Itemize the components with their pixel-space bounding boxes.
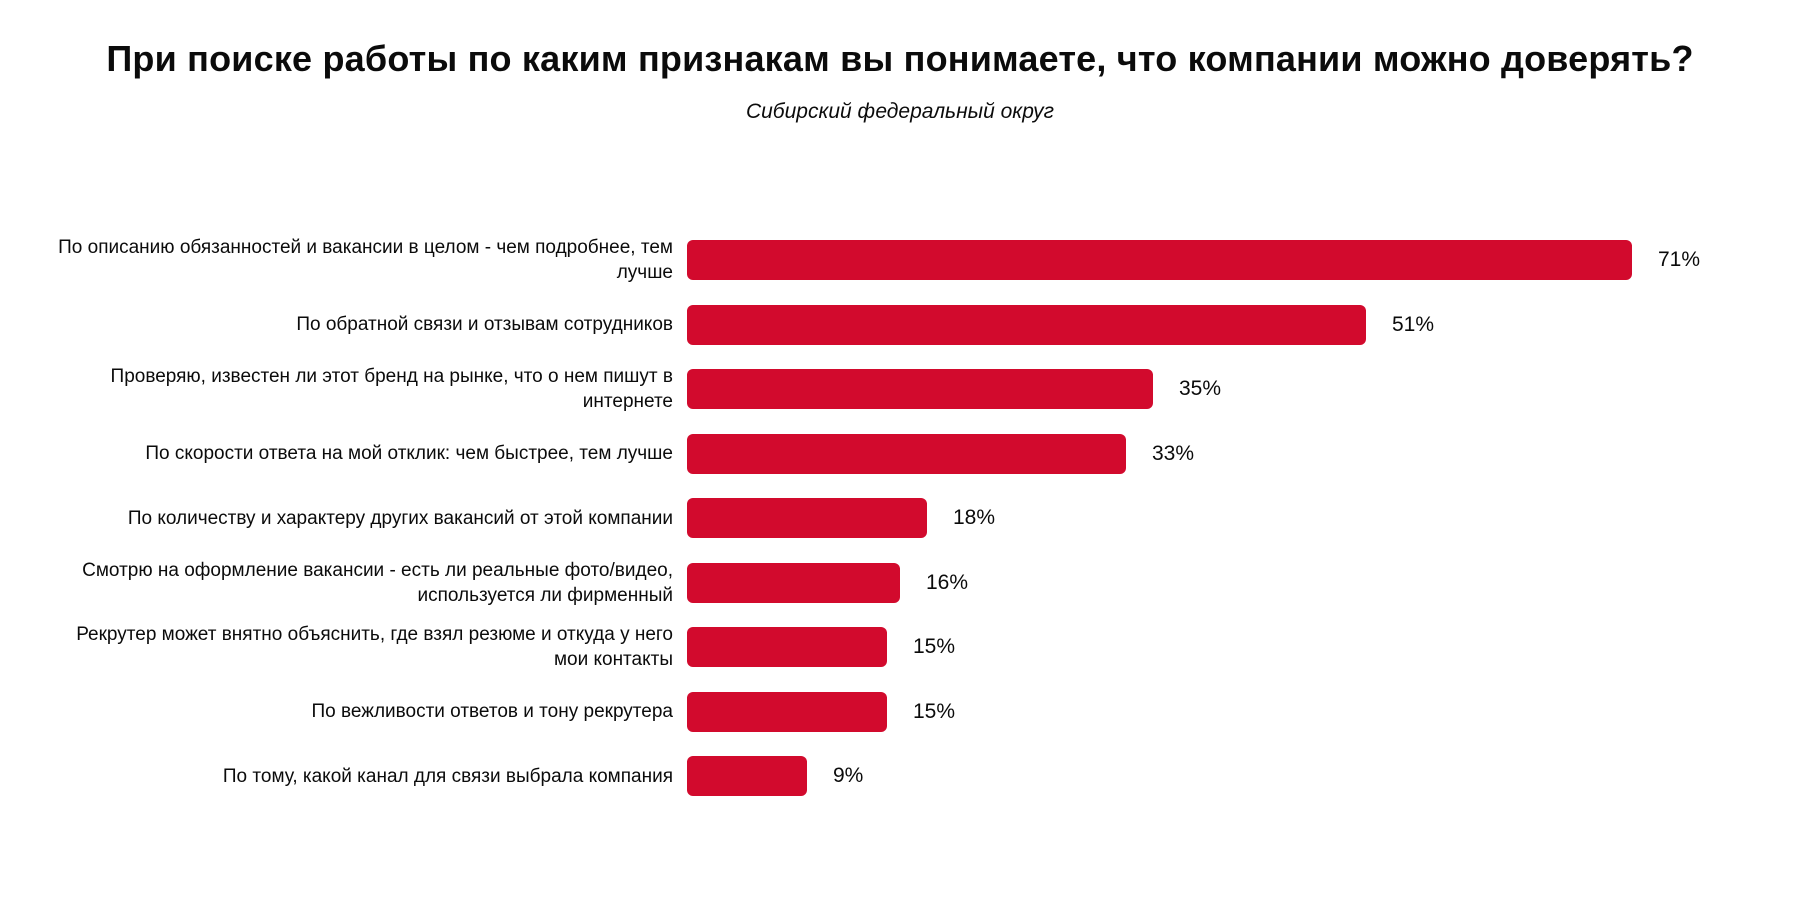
bar-label: По вежливости ответов и тону рекрутера (311, 701, 674, 723)
bar-area: 51% (687, 304, 1763, 345)
bar-row: По вежливости ответов и тону рекрутера 1… (43, 680, 1763, 745)
bar-value: 15% (913, 635, 956, 659)
bar (687, 240, 1632, 281)
bar-row: По количеству и характеру других ваканси… (43, 486, 1763, 551)
bar-label: Проверяю, известен ли этот бренд на рынк… (110, 366, 673, 413)
bar-value: 51% (1392, 312, 1435, 336)
bar-value: 18% (953, 506, 996, 530)
bar-label: Смотрю на оформление вакансии - есть ли … (82, 559, 673, 606)
bar-row: Смотрю на оформление вакансии - есть ли … (43, 551, 1763, 616)
bar-area: 16% (687, 562, 1763, 603)
bar-area: 35% (687, 369, 1763, 410)
bar-value: 9% (833, 764, 864, 788)
bar-area: 33% (687, 433, 1763, 474)
bar-area: 18% (687, 498, 1763, 539)
bar (687, 627, 887, 668)
bar (687, 304, 1366, 345)
bar-label: По обратной связи и отзывам сотрудников (296, 314, 673, 336)
bar-label: По тому, какой канал для связи выбрала к… (222, 765, 673, 787)
bar-row: Проверяю, известен ли этот бренд на рынк… (43, 357, 1763, 422)
bar-area: 15% (687, 691, 1763, 732)
bar (687, 562, 900, 603)
bar-value: 33% (1152, 441, 1195, 465)
bar-row: По тому, какой канал для связи выбрала к… (43, 744, 1763, 809)
bar-row: По описанию обязанностей и вакансии в це… (43, 228, 1763, 293)
bar-row: Рекрутер может внятно объяснить, где взя… (43, 615, 1763, 680)
bar-value: 16% (926, 570, 969, 594)
bar-label: По количеству и характеру других ваканси… (127, 507, 673, 529)
bar (687, 756, 807, 797)
bar-value: 35% (1179, 377, 1222, 401)
page-title: При поиске работы по каким признакам вы … (106, 38, 1694, 79)
bar (687, 433, 1126, 474)
bar (687, 691, 887, 732)
bar (687, 498, 927, 539)
bar-label: По скорости ответа на мой отклик: чем бы… (145, 443, 673, 465)
bar-area: 71% (687, 240, 1763, 281)
bar-area: 9% (687, 756, 1763, 797)
bar-label: По описанию обязанностей и вакансии в це… (58, 237, 673, 284)
page-subtitle: Сибирский федеральный округ (745, 100, 1055, 123)
bar-row: По обратной связи и отзывам сотрудников … (43, 293, 1763, 358)
bar (687, 369, 1153, 410)
bar-value: 15% (913, 699, 956, 723)
bar-row: По скорости ответа на мой отклик: чем бы… (43, 422, 1763, 487)
bar-value: 71% (1658, 248, 1701, 272)
bar-label: Рекрутер может внятно объяснить, где взя… (76, 624, 673, 671)
chart: По описанию обязанностей и вакансии в це… (43, 228, 1763, 809)
bar-area: 15% (687, 627, 1763, 668)
